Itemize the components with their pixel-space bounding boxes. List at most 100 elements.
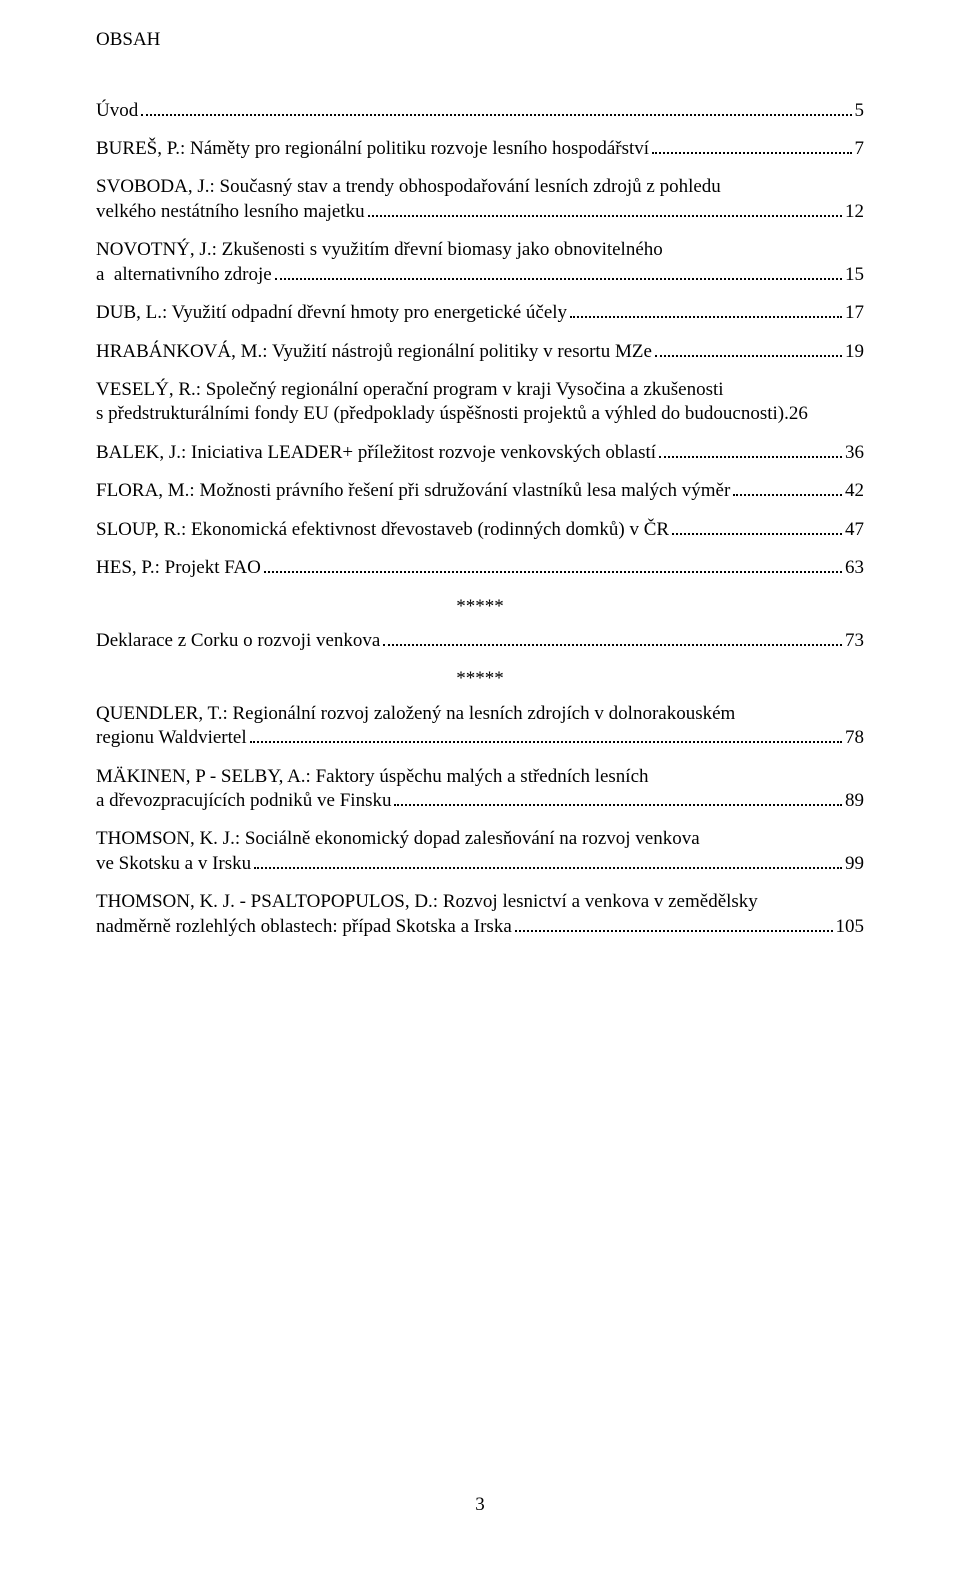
- toc-entry-text: Deklarace z Corku o rozvoji venkova: [96, 629, 380, 653]
- dot-leader: [141, 98, 851, 115]
- toc-entry: Úvod 5: [96, 98, 864, 123]
- toc-line: ve Skotsku a v Irsku 99: [96, 852, 864, 877]
- separator: *****: [96, 595, 864, 619]
- toc-page-number: 105: [836, 915, 865, 939]
- toc-entry-text: a dřevozpracujících podniků ve Finsku: [96, 789, 391, 813]
- toc-entry-text: s předstrukturálními fondy EU (předpokla…: [96, 402, 789, 426]
- toc-line: DUB, L.: Využití odpadní dřevní hmoty pr…: [96, 301, 864, 326]
- toc-block-3: QUENDLER, T.: Regionální rozvoj založený…: [96, 702, 864, 939]
- toc-line: HES, P.: Projekt FAO 63: [96, 556, 864, 581]
- toc-line: THOMSON, K. J. - PSALTOPOPULOS, D.: Rozv…: [96, 890, 864, 914]
- toc-entry: HRABÁNKOVÁ, M.: Využití nástrojů regioná…: [96, 339, 864, 364]
- toc-entry: QUENDLER, T.: Regionální rozvoj založený…: [96, 702, 864, 751]
- toc-entry: BALEK, J.: Iniciativa LEADER+ příležitos…: [96, 441, 864, 466]
- toc-entry-text: MÄKINEN, P - SELBY, A.: Faktory úspěchu …: [96, 765, 649, 789]
- toc-entry-text: a alternativního zdroje: [96, 263, 272, 287]
- toc-entry-text: nadměrně rozlehlých oblastech: případ Sk…: [96, 915, 512, 939]
- toc-entry-text: NOVOTNÝ, J.: Zkušenosti s využitím dřevn…: [96, 238, 663, 262]
- toc-page-number: 7: [855, 137, 865, 161]
- dot-leader: [264, 556, 842, 573]
- toc-line: FLORA, M.: Možnosti právního řešení při …: [96, 479, 864, 504]
- dot-leader: [368, 200, 842, 217]
- toc-entry: SVOBODA, J.: Současný stav a trendy obho…: [96, 175, 864, 224]
- toc-line: Úvod 5: [96, 98, 864, 123]
- toc-entry-text: QUENDLER, T.: Regionální rozvoj založený…: [96, 702, 735, 726]
- dot-leader: [652, 137, 851, 154]
- dot-leader: [733, 479, 842, 496]
- toc-entry-text: SLOUP, R.: Ekonomická efektivnost dřevos…: [96, 518, 669, 542]
- toc-entry-text: BALEK, J.: Iniciativa LEADER+ příležitos…: [96, 441, 656, 465]
- toc-page-number: 12: [845, 200, 864, 224]
- toc-entry: NOVOTNÝ, J.: Zkušenosti s využitím dřevn…: [96, 238, 864, 287]
- toc-entry-text: THOMSON, K. J.: Sociálně ekonomický dopa…: [96, 827, 700, 851]
- toc-line: s předstrukturálními fondy EU (předpokla…: [96, 402, 864, 426]
- dot-leader: [570, 301, 842, 318]
- toc-line: BALEK, J.: Iniciativa LEADER+ příležitos…: [96, 441, 864, 466]
- toc-entry-text: THOMSON, K. J. - PSALTOPOPULOS, D.: Rozv…: [96, 890, 758, 914]
- toc-line: NOVOTNÝ, J.: Zkušenosti s využitím dřevn…: [96, 238, 864, 262]
- toc-entry: THOMSON, K. J. - PSALTOPOPULOS, D.: Rozv…: [96, 890, 864, 939]
- dot-leader: [275, 262, 842, 279]
- toc-entry-text: SVOBODA, J.: Současný stav a trendy obho…: [96, 175, 721, 199]
- toc-page-number: 73: [845, 629, 864, 653]
- toc-page-number: 47: [845, 518, 864, 542]
- toc-line: SLOUP, R.: Ekonomická efektivnost dřevos…: [96, 518, 864, 543]
- toc-line: SVOBODA, J.: Současný stav a trendy obho…: [96, 175, 864, 199]
- dot-leader: [250, 726, 842, 743]
- toc-entry-text: regionu Waldviertel: [96, 726, 247, 750]
- toc-entry-text: VESELÝ, R.: Společný regionální operační…: [96, 378, 724, 402]
- toc-entry: BUREŠ, P.: Náměty pro regionální politik…: [96, 137, 864, 162]
- dot-leader: [394, 789, 842, 806]
- dot-leader: [383, 629, 842, 646]
- toc-line: a dřevozpracujících podniků ve Finsku 89: [96, 789, 864, 814]
- toc-page-number: 5: [855, 99, 865, 123]
- toc-entry: Deklarace z Corku o rozvoji venkova 73: [96, 629, 864, 654]
- toc-line: regionu Waldviertel 78: [96, 726, 864, 751]
- toc-block-1: Úvod 5 BUREŠ, P.: Náměty pro regionální po…: [96, 98, 864, 580]
- toc-page-number: 89: [845, 789, 864, 813]
- toc-block-2: Deklarace z Corku o rozvoji venkova 73: [96, 629, 864, 654]
- toc-entry: HES, P.: Projekt FAO 63: [96, 556, 864, 581]
- dot-leader: [655, 339, 842, 356]
- toc-line: BUREŠ, P.: Náměty pro regionální politik…: [96, 137, 864, 162]
- toc-entry: THOMSON, K. J.: Sociálně ekonomický dopa…: [96, 827, 864, 876]
- toc-page-number: 26: [789, 402, 808, 426]
- toc-page-number: 42: [845, 479, 864, 503]
- toc-page: OBSAH Úvod 5 BUREŠ, P.: Náměty pro regioná…: [0, 0, 960, 939]
- separator: *****: [96, 667, 864, 691]
- toc-page-number: 15: [845, 263, 864, 287]
- toc-line: QUENDLER, T.: Regionální rozvoj založený…: [96, 702, 864, 726]
- toc-page-number: 19: [845, 340, 864, 364]
- toc-line: nadměrně rozlehlých oblastech: případ Sk…: [96, 914, 864, 939]
- dot-leader: [659, 441, 842, 458]
- toc-entry: FLORA, M.: Možnosti právního řešení při …: [96, 479, 864, 504]
- toc-line: THOMSON, K. J.: Sociálně ekonomický dopa…: [96, 827, 864, 851]
- toc-page-number: 99: [845, 852, 864, 876]
- toc-entry-text: Úvod: [96, 99, 138, 123]
- toc-page-number: 36: [845, 441, 864, 465]
- toc-entry-text: ve Skotsku a v Irsku: [96, 852, 251, 876]
- toc-entry: DUB, L.: Využití odpadní dřevní hmoty pr…: [96, 301, 864, 326]
- toc-entry-text: HRABÁNKOVÁ, M.: Využití nástrojů regioná…: [96, 340, 652, 364]
- toc-page-number: 63: [845, 556, 864, 580]
- toc-line: MÄKINEN, P - SELBY, A.: Faktory úspěchu …: [96, 765, 864, 789]
- toc-line: velkého nestátního lesního majetku 12: [96, 200, 864, 225]
- dot-leader: [254, 852, 842, 869]
- toc-entry-text: DUB, L.: Využití odpadní dřevní hmoty pr…: [96, 301, 567, 325]
- toc-page-number: 17: [845, 301, 864, 325]
- toc-line: Deklarace z Corku o rozvoji venkova 73: [96, 629, 864, 654]
- toc-entry: SLOUP, R.: Ekonomická efektivnost dřevos…: [96, 518, 864, 543]
- toc-entry-text: HES, P.: Projekt FAO: [96, 556, 261, 580]
- toc-entry-text: BUREŠ, P.: Náměty pro regionální politik…: [96, 137, 649, 161]
- toc-entry-text: FLORA, M.: Možnosti právního řešení při …: [96, 479, 730, 503]
- toc-line: VESELÝ, R.: Společný regionální operační…: [96, 378, 864, 402]
- toc-line: HRABÁNKOVÁ, M.: Využití nástrojů regioná…: [96, 339, 864, 364]
- toc-entry: MÄKINEN, P - SELBY, A.: Faktory úspěchu …: [96, 765, 864, 814]
- dot-leader: [672, 518, 842, 535]
- toc-entry: VESELÝ, R.: Společný regionální operační…: [96, 378, 864, 427]
- page-number-footer: 3: [0, 1494, 960, 1516]
- toc-title: OBSAH: [96, 28, 864, 52]
- toc-line: a alternativního zdroje 15: [96, 262, 864, 287]
- toc-entry-text: velkého nestátního lesního majetku: [96, 200, 365, 224]
- toc-page-number: 78: [845, 726, 864, 750]
